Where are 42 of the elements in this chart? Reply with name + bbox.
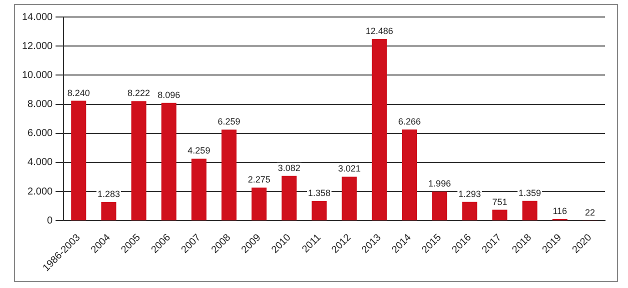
bar bbox=[282, 176, 297, 220]
data-label: 1.359 bbox=[518, 188, 542, 198]
data-label: 1.996 bbox=[428, 178, 451, 189]
bar bbox=[71, 100, 86, 220]
bar bbox=[402, 130, 418, 220]
bar bbox=[522, 200, 538, 220]
y-tick-label: 4.000 bbox=[28, 157, 54, 168]
bar bbox=[342, 176, 357, 220]
data-label: 12.486 bbox=[366, 26, 394, 36]
y-tick-label: 12.000 bbox=[22, 40, 54, 52]
y-tick-label: 0 bbox=[47, 215, 54, 226]
data-label: 6.259 bbox=[218, 116, 240, 127]
bar bbox=[372, 39, 387, 220]
y-tick-label: 8.000 bbox=[28, 99, 54, 110]
y-tick-label: 6.000 bbox=[28, 128, 54, 140]
data-label: 1.293 bbox=[458, 188, 481, 199]
data-label: 8.096 bbox=[158, 90, 180, 100]
y-tick-label: 14.000 bbox=[22, 12, 54, 23]
data-label: 6.266 bbox=[398, 116, 421, 127]
data-label: 8.240 bbox=[67, 88, 90, 98]
bar bbox=[312, 200, 327, 220]
data-label: 4.259 bbox=[188, 146, 210, 156]
bar bbox=[222, 130, 237, 220]
data-label: 3.021 bbox=[338, 164, 361, 174]
bar bbox=[191, 158, 206, 220]
bar bbox=[432, 192, 448, 220]
bar bbox=[492, 210, 508, 220]
bar bbox=[462, 202, 478, 220]
bar bbox=[101, 202, 116, 220]
data-label: 116 bbox=[552, 206, 568, 216]
data-label: 1.283 bbox=[97, 189, 120, 200]
bar bbox=[252, 188, 267, 220]
bar bbox=[161, 102, 176, 220]
bar bbox=[131, 101, 146, 220]
data-label: 2.275 bbox=[248, 174, 270, 185]
y-tick-label: 2.000 bbox=[28, 186, 54, 198]
data-label: 1.358 bbox=[308, 188, 331, 198]
data-label: 22 bbox=[584, 207, 595, 218]
data-label: 8.222 bbox=[128, 88, 150, 98]
y-tick-label: 10.000 bbox=[22, 70, 54, 81]
data-label: 751 bbox=[492, 196, 508, 207]
data-label: 3.082 bbox=[278, 162, 300, 173]
